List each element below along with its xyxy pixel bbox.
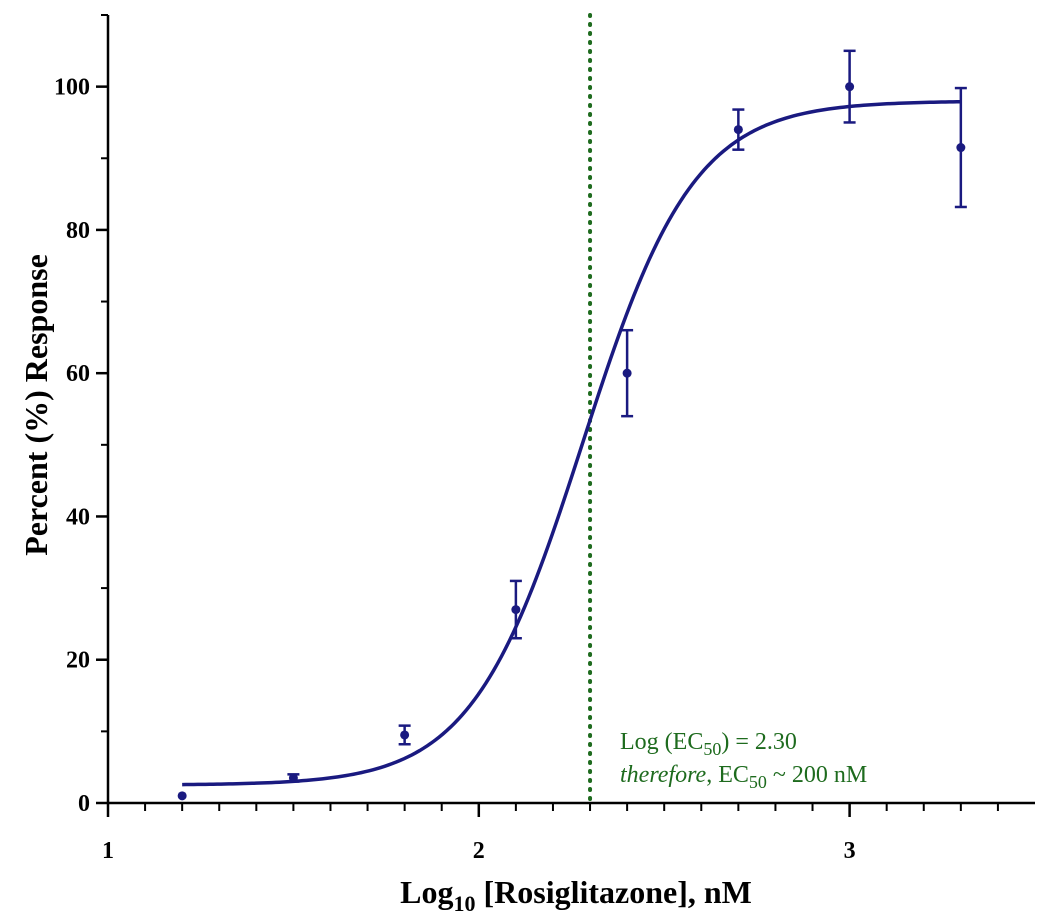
x-axis-title-main: Log <box>400 874 453 910</box>
annotation-line-1: Log (EC50) = 2.30 <box>620 729 797 759</box>
fit-curve-group <box>182 99 961 787</box>
data-point <box>845 82 855 92</box>
annotation-2-pre: , EC <box>706 762 749 788</box>
data-point <box>288 773 298 783</box>
annotation-2-sub: 50 <box>749 772 767 792</box>
annotation-1-pre: Log (EC <box>620 729 703 755</box>
data-point <box>511 605 521 615</box>
annotation-2-italic: therefore <box>620 762 707 788</box>
fit-curve <box>182 99 961 787</box>
y-tick-label: 60 <box>66 361 90 387</box>
x-axis-title-rest: [Rosiglitazone], nM <box>475 874 751 910</box>
data-point <box>400 730 410 740</box>
x-tick-label: 3 <box>844 838 856 864</box>
annotation-1-post: ) = 2.30 <box>721 729 797 755</box>
y-axis-title: Percent (%) Response <box>18 254 54 556</box>
annotation-1-sub: 50 <box>703 739 721 759</box>
data-point <box>622 368 632 378</box>
y-tick-label: 20 <box>66 648 90 674</box>
x-axis-title-sub: 10 <box>453 891 475 914</box>
y-tick-label: 80 <box>66 218 90 244</box>
data-point <box>956 143 966 153</box>
x-tick-label: 2 <box>473 838 485 864</box>
y-tick-label: 0 <box>78 791 90 817</box>
data-points-group <box>177 49 967 801</box>
x-axis-title: Log10 [Rosiglitazone], nM <box>400 874 752 914</box>
data-point <box>177 791 187 801</box>
y-tick-label: 40 <box>66 504 90 530</box>
data-point <box>733 125 743 135</box>
x-tick-label: 1 <box>102 838 114 864</box>
annotation-line-2: therefore, EC50 ~ 200 nM <box>620 762 867 792</box>
ticks: 0 20 40 60 80 100 1 2 3 <box>54 14 999 864</box>
axes <box>106 15 1035 805</box>
annotation-2-post: ~ 200 nM <box>767 762 867 788</box>
y-tick-label: 100 <box>54 75 90 101</box>
